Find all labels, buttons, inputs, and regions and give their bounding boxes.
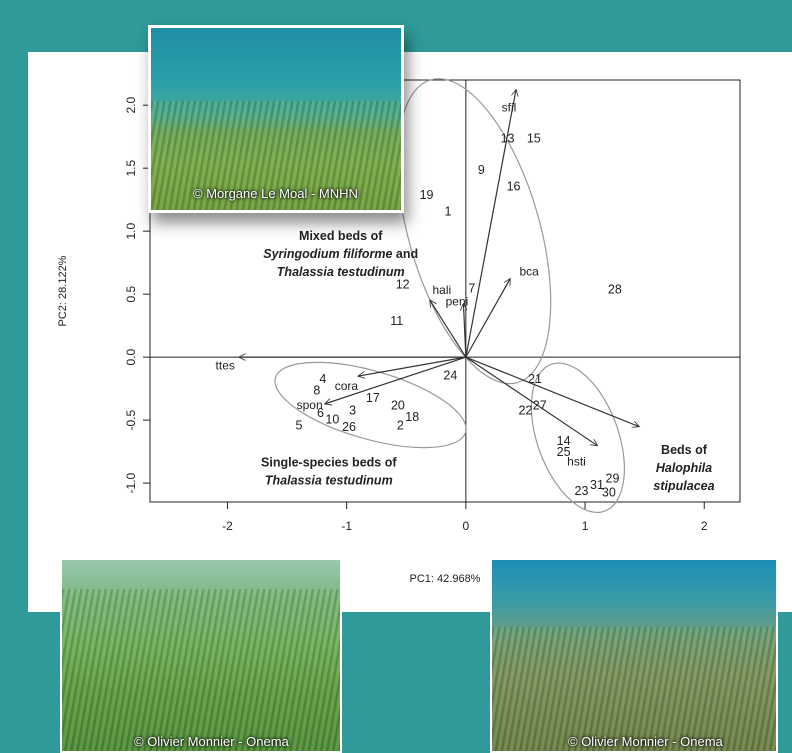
seagrass-texture bbox=[492, 626, 776, 751]
loading-vector bbox=[465, 90, 516, 358]
plot-frame bbox=[149, 79, 741, 503]
site-label: 24 bbox=[443, 368, 457, 382]
group-annotation: Single-species beds of Thalassia testudin… bbox=[261, 456, 397, 488]
seagrass-texture bbox=[151, 100, 401, 210]
loading-vector bbox=[465, 279, 510, 358]
loading-vector bbox=[359, 356, 466, 376]
x-tick-label: -2 bbox=[222, 519, 233, 533]
photo-credit-bottom-left: © Olivier Monnier - Onema bbox=[134, 734, 289, 749]
site-label: 13 bbox=[501, 132, 515, 146]
site-label: 19 bbox=[420, 188, 434, 202]
site-label: 18 bbox=[405, 410, 419, 424]
x-tick-label: 1 bbox=[582, 519, 589, 533]
annotation-text: Thalassia testudinum bbox=[265, 474, 393, 488]
x-tick-label: 2 bbox=[701, 519, 708, 533]
x-tick-label: -1 bbox=[341, 519, 352, 533]
group-annotation: Beds of Halophila stipulacea bbox=[653, 443, 714, 493]
site-label: 9 bbox=[478, 163, 485, 177]
y-tick-label: 1.0 bbox=[124, 223, 138, 240]
site-label: 25 bbox=[557, 445, 571, 459]
group-ellipse bbox=[397, 78, 552, 385]
x-axis-label: PC1: 42.968% bbox=[410, 573, 481, 585]
site-label: 1 bbox=[445, 205, 452, 219]
y-tick-label: -0.5 bbox=[124, 409, 138, 430]
seagrass-photo-thalassia: © Olivier Monnier - Onema bbox=[60, 558, 342, 753]
site-label: 26 bbox=[342, 420, 356, 434]
vector-label-ttes: ttes bbox=[216, 359, 235, 373]
group-ellipse bbox=[530, 362, 626, 514]
vector-label-peni: peni bbox=[446, 294, 469, 308]
y-tick-label: 1.5 bbox=[124, 160, 138, 177]
site-label: 15 bbox=[527, 132, 541, 146]
site-label: 27 bbox=[533, 399, 547, 413]
site-label: 7 bbox=[468, 281, 475, 295]
group-annotation: Mixed beds of Syringodium filiforme and Th… bbox=[263, 229, 418, 279]
y-tick-label: 0.0 bbox=[124, 348, 138, 365]
site-label: 2 bbox=[397, 419, 404, 433]
site-label: 3 bbox=[349, 404, 356, 418]
vector-label-hsti: hsti bbox=[567, 454, 586, 468]
loading-vector bbox=[463, 304, 465, 358]
site-label: 6 bbox=[317, 406, 324, 420]
y-axis-label: PC2: 28.122% bbox=[57, 255, 69, 326]
site-label: 14 bbox=[557, 434, 571, 448]
vector-label-cora: cora bbox=[335, 379, 359, 393]
site-label: 11 bbox=[390, 314, 403, 328]
site-label: 4 bbox=[319, 372, 326, 386]
loading-vector bbox=[430, 300, 467, 358]
loading-vector bbox=[465, 356, 597, 445]
y-tick-label: 2.0 bbox=[124, 97, 138, 114]
vector-label-spon: spon bbox=[297, 398, 323, 412]
photo-credit-top: © Morgane Le Moal - MNHN bbox=[193, 186, 358, 201]
site-label: 5 bbox=[296, 419, 303, 433]
annotation-text: Single-species beds of bbox=[261, 456, 397, 470]
loading-vector bbox=[465, 356, 639, 426]
site-label: 8 bbox=[313, 383, 320, 397]
vector-label-bca: bca bbox=[519, 264, 539, 278]
annotation-text: Thalassia testudinum bbox=[277, 265, 405, 279]
site-label: 10 bbox=[325, 412, 339, 426]
site-label: 31 bbox=[590, 478, 604, 492]
site-label: 20 bbox=[391, 399, 405, 413]
site-label: 12 bbox=[396, 278, 410, 292]
x-tick-label: 0 bbox=[463, 519, 470, 533]
annotation-text: stipulacea bbox=[653, 479, 714, 493]
site-label: 23 bbox=[575, 484, 589, 498]
y-tick-label: -1.0 bbox=[124, 472, 138, 493]
annotation-text: Beds of bbox=[661, 443, 708, 457]
photo-credit-bottom-right: © Olivier Monnier - Onema bbox=[568, 734, 723, 749]
annotation-text: Syringodium filiforme bbox=[263, 247, 392, 261]
site-label: 22 bbox=[519, 404, 533, 418]
seagrass-photo-mixed-beds: © Morgane Le Moal - MNHN bbox=[148, 25, 404, 213]
annotation-text: and bbox=[392, 247, 418, 261]
site-label: 21 bbox=[528, 372, 542, 386]
site-label: 28 bbox=[608, 283, 622, 297]
site-label: 30 bbox=[602, 485, 616, 499]
chart-panel: -2 -1 0 1 2 -1.0 -0.5 0.0 0.5 1.0 1.5 2.0 PC1: 42.96… bbox=[28, 52, 792, 612]
y-tick-label: 0.5 bbox=[124, 285, 138, 302]
seagrass-photo-halophila: © Olivier Monnier - Onema bbox=[490, 558, 778, 753]
vector-label-hali: hali bbox=[432, 283, 451, 297]
seagrass-texture bbox=[62, 588, 340, 751]
annotation-text: Mixed beds of bbox=[299, 229, 383, 243]
annotation-text: Halophila bbox=[656, 461, 712, 475]
loading-vector bbox=[325, 356, 467, 404]
site-label: 17 bbox=[366, 391, 380, 405]
site-label: 29 bbox=[606, 472, 620, 486]
vector-label-sfil: sfil bbox=[502, 100, 517, 114]
site-label: 16 bbox=[507, 179, 521, 193]
